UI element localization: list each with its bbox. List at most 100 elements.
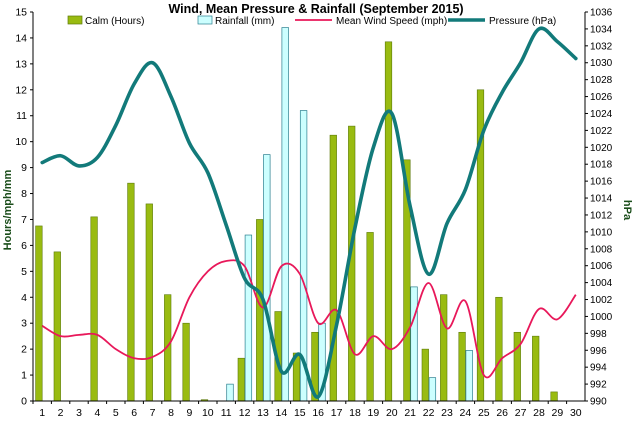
- x-tick-label: 15: [294, 407, 306, 419]
- x-tick-label: 23: [441, 407, 453, 419]
- x-tick-label: 10: [202, 407, 214, 419]
- y-left-tick-label: 1: [21, 370, 27, 382]
- x-tick-label: 1: [39, 407, 45, 419]
- x-tick-label: 27: [515, 407, 527, 419]
- y-right-tick-label: 990: [590, 397, 607, 408]
- x-tick-label: 11: [221, 407, 232, 419]
- x-tick-label: 5: [113, 407, 119, 419]
- legend-calm-label: Calm (Hours): [85, 16, 144, 27]
- y-left-tick-label: 12: [15, 84, 27, 96]
- x-tick-label: 17: [331, 407, 343, 419]
- y-left-tick-label: 0: [21, 396, 27, 408]
- y-right-tick-label: 994: [590, 363, 607, 374]
- rainfall-bar: [281, 27, 289, 402]
- y-left-tick-label: 5: [21, 266, 27, 278]
- x-tick-label: 14: [276, 407, 288, 419]
- x-tick-label: 3: [76, 407, 82, 419]
- y-right-tick-label: 1000: [590, 312, 613, 323]
- y-right-tick-label: 1002: [590, 295, 613, 306]
- y-left-tick-label: 7: [21, 214, 27, 226]
- calm-bar: [532, 335, 540, 402]
- calm-bar: [458, 331, 466, 402]
- x-tick-label: 4: [94, 407, 100, 419]
- y-right-tick-label: 1034: [590, 24, 613, 35]
- y-right-tick-label: 1026: [590, 92, 613, 103]
- calm-bar: [127, 182, 135, 402]
- calm-bar: [237, 357, 245, 402]
- calm-bar: [366, 232, 374, 402]
- y-left-tick-label: 10: [15, 136, 27, 148]
- y-right-tick-label: 1032: [590, 41, 613, 52]
- calm-bar: [53, 251, 61, 402]
- y-right-tick-label: 1022: [590, 126, 613, 137]
- x-tick-label: 30: [570, 407, 582, 419]
- legend-rainfall-label: Rainfall (mm): [215, 16, 274, 27]
- x-tick-label: 18: [349, 407, 361, 419]
- line-layer: [40, 26, 578, 399]
- x-tick-label: 21: [404, 407, 416, 419]
- chart-title: Wind, Mean Pressure & Rainfall (Septembe…: [168, 2, 463, 16]
- calm-bar: [513, 331, 521, 402]
- calm-bar: [421, 348, 429, 402]
- legend-calm-swatch: [67, 15, 83, 25]
- calm-bar: [90, 216, 98, 402]
- y-right-tick-label: 1028: [590, 75, 613, 86]
- y-right-tick-label: 996: [590, 346, 607, 357]
- y-left-tick-label: 15: [15, 7, 27, 19]
- y-right-tick-label: 1024: [590, 109, 613, 120]
- y-right-tick-label: 1012: [590, 210, 613, 221]
- bar-layer: [35, 27, 558, 402]
- x-tick-label: 22: [423, 407, 435, 419]
- y-axis-left-label: Hours/mph/mm: [2, 169, 14, 250]
- calm-bar: [182, 322, 190, 402]
- y-left-tick-label: 9: [21, 162, 27, 174]
- x-tick-label: 12: [239, 407, 251, 419]
- y-axis-right-label: hPa: [621, 200, 633, 221]
- calm-bar: [550, 391, 558, 402]
- y-right-tick-label: 1006: [590, 261, 613, 272]
- y-left-tick-label: 2: [21, 344, 27, 356]
- y-left-tick-label: 11: [16, 110, 27, 122]
- x-tick-label: 16: [312, 407, 324, 419]
- axes: 0123456789101112131415990992994996998100…: [15, 7, 612, 420]
- rainfall-bar: [428, 377, 437, 402]
- y-left-tick-label: 4: [21, 292, 27, 304]
- calm-bar: [35, 225, 43, 402]
- x-tick-label: 7: [150, 407, 156, 419]
- y-right-tick-label: 1004: [590, 278, 613, 289]
- y-right-tick-label: 1036: [590, 8, 613, 19]
- x-tick-label: 6: [131, 407, 137, 419]
- y-left-tick-label: 3: [21, 318, 27, 330]
- legend-rainfall-swatch: [197, 15, 213, 25]
- legend-pressure-label: Pressure (hPa): [489, 16, 556, 27]
- y-right-tick-label: 1016: [590, 177, 613, 188]
- pressure-line: [40, 26, 578, 399]
- x-tick-label: 25: [478, 407, 490, 419]
- y-left-tick-label: 13: [15, 58, 27, 70]
- calm-bar: [256, 219, 264, 402]
- rainfall-bar: [244, 234, 253, 402]
- rainfall-bar: [410, 286, 418, 402]
- calm-bar: [440, 294, 448, 402]
- x-tick-label: 9: [186, 407, 192, 419]
- legend-wind-speed-label: Mean Wind Speed (mph): [336, 16, 447, 27]
- x-tick-label: 24: [460, 407, 472, 419]
- y-right-tick-label: 992: [590, 380, 607, 391]
- y-right-tick-label: 1030: [590, 58, 613, 69]
- y-left-tick-label: 14: [15, 32, 27, 44]
- x-tick-label: 8: [168, 407, 174, 419]
- x-tick-label: 28: [533, 407, 545, 419]
- x-tick-label: 29: [552, 407, 564, 419]
- wind-speed-line: [41, 259, 577, 379]
- y-right-tick-label: 1008: [590, 244, 613, 255]
- calm-bar: [495, 296, 503, 402]
- y-right-tick-label: 1018: [590, 160, 613, 171]
- legend: Calm (Hours) Rainfall (mm) Mean Wind Speed…: [67, 15, 556, 27]
- y-right-tick-label: 1010: [590, 227, 613, 238]
- y-right-tick-label: 998: [590, 329, 607, 340]
- rainfall-bar: [226, 383, 234, 402]
- y-left-tick-label: 6: [21, 240, 27, 252]
- x-tick-label: 13: [257, 407, 269, 419]
- rainfall-bar: [263, 154, 271, 402]
